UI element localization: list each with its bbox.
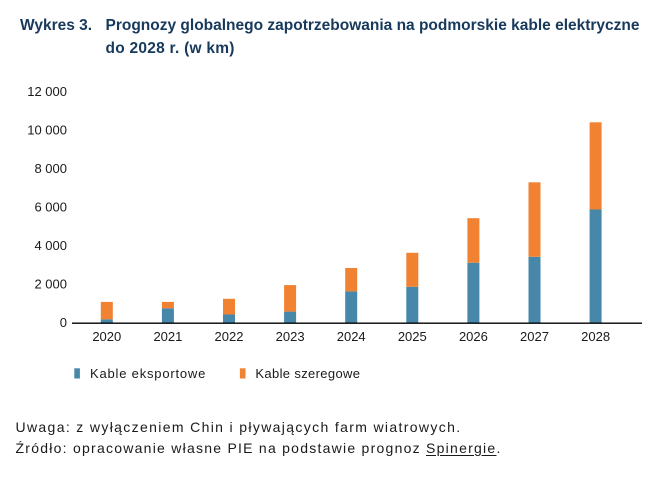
- svg-text:2025: 2025: [398, 329, 427, 344]
- svg-text:2021: 2021: [153, 329, 182, 344]
- svg-text:6 000: 6 000: [34, 200, 67, 215]
- svg-text:8 000: 8 000: [34, 161, 67, 176]
- svg-text:2028: 2028: [581, 329, 610, 344]
- svg-text:4 000: 4 000: [34, 238, 67, 253]
- svg-text:2 000: 2 000: [34, 277, 67, 292]
- svg-text:Kable eksportowe: Kable eksportowe: [90, 366, 206, 381]
- svg-text:12 000: 12 000: [27, 84, 67, 99]
- svg-text:2024: 2024: [337, 329, 366, 344]
- svg-text:2027: 2027: [520, 329, 549, 344]
- svg-text:2026: 2026: [459, 329, 488, 344]
- svg-text:2022: 2022: [215, 329, 244, 344]
- svg-text:Kable szeregowe: Kable szeregowe: [255, 366, 360, 381]
- svg-text:2023: 2023: [276, 329, 305, 344]
- svg-text:2020: 2020: [92, 329, 121, 344]
- svg-text:0: 0: [60, 315, 67, 330]
- svg-text:10 000: 10 000: [27, 123, 67, 138]
